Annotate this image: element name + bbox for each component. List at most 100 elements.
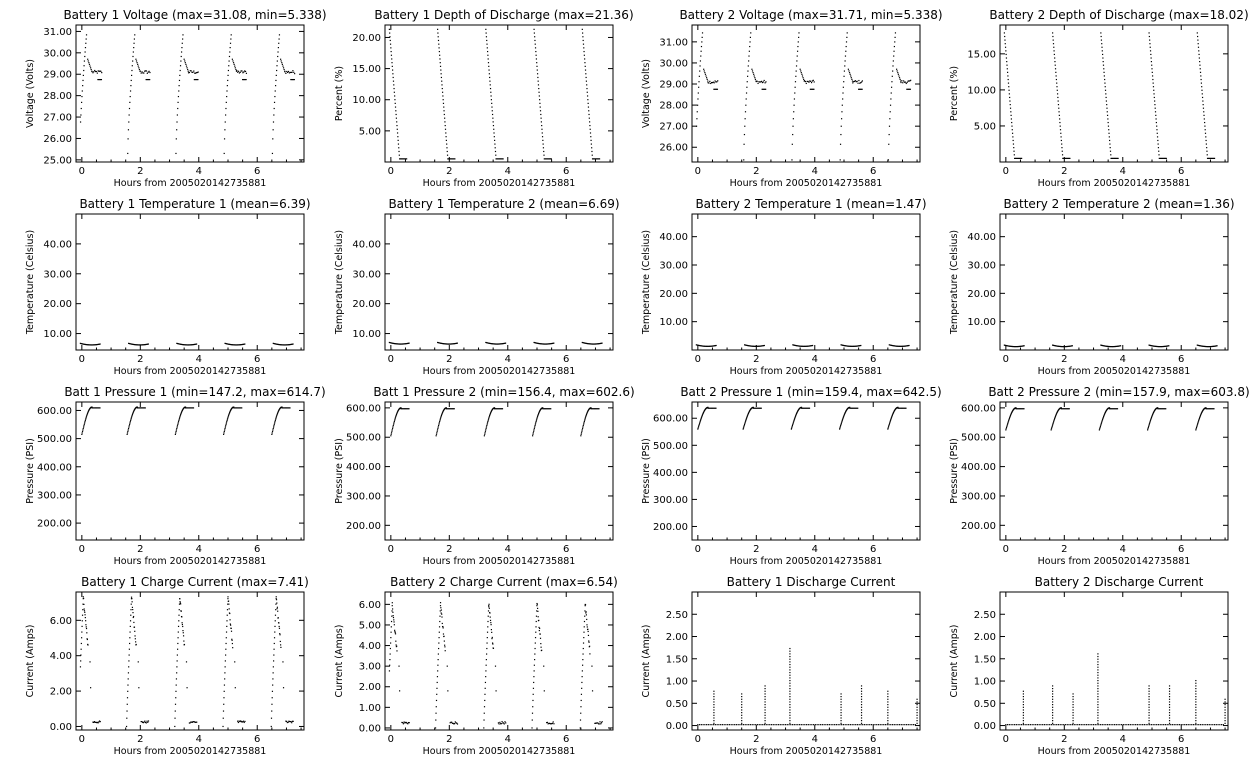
data-point [135, 344, 137, 346]
data-point [1168, 724, 1170, 726]
data-point [1003, 32, 1005, 34]
data-point [1200, 82, 1202, 84]
data-point [797, 724, 799, 726]
data-point [707, 724, 709, 726]
data-point [444, 128, 447, 130]
data-point [539, 343, 541, 345]
data-point [276, 602, 278, 604]
data-point [1161, 345, 1163, 348]
data-point [147, 343, 149, 345]
data-point [1148, 35, 1150, 38]
data-point [546, 408, 548, 410]
data-point [398, 150, 400, 153]
data-point [1150, 416, 1153, 419]
data-point [188, 71, 191, 74]
data-point [225, 642, 227, 645]
data-point [746, 415, 748, 417]
data-point [1022, 408, 1024, 410]
data-point [1212, 157, 1214, 159]
data-point [803, 407, 805, 409]
data-point [600, 723, 602, 725]
data-point [396, 124, 398, 127]
data-point [175, 138, 177, 140]
data-point [495, 154, 497, 156]
data-point [793, 344, 795, 346]
data-point [180, 603, 182, 605]
data-point [451, 721, 453, 723]
data-point [498, 723, 500, 725]
y-tick-label: 300.00 [37, 490, 72, 501]
data-point [1160, 346, 1162, 348]
data-point [1017, 724, 1019, 726]
data-point [1004, 46, 1007, 48]
data-point [536, 342, 538, 344]
data-point [1069, 157, 1071, 159]
data-point [549, 343, 551, 345]
data-point [96, 721, 98, 724]
data-point [287, 344, 289, 346]
y-tick-label: 500.00 [346, 433, 381, 444]
data-point [595, 722, 597, 724]
data-point [1106, 111, 1108, 113]
data-point [842, 416, 845, 418]
data-point [235, 68, 237, 71]
data-point [887, 712, 889, 714]
data-point [1103, 68, 1105, 70]
data-point [810, 80, 812, 82]
data-point [223, 432, 225, 434]
data-point [888, 344, 890, 346]
data-point [191, 71, 193, 73]
data-point [1114, 345, 1116, 348]
data-point [176, 425, 179, 427]
data-point [586, 411, 589, 413]
data-point [491, 638, 493, 640]
data-point [98, 407, 100, 409]
data-point [1077, 724, 1079, 726]
data-point [94, 70, 97, 73]
data-point [394, 417, 397, 419]
data-point [710, 407, 712, 409]
data-point [95, 344, 98, 346]
data-point [553, 723, 555, 725]
data-point [746, 417, 748, 419]
data-point [716, 81, 718, 83]
data-point [284, 71, 286, 73]
data-point [90, 68, 92, 71]
data-point [406, 722, 408, 724]
data-point [1160, 157, 1162, 159]
data-point [852, 82, 854, 84]
data-point [395, 117, 397, 119]
data-point [889, 104, 892, 106]
data-point [484, 433, 486, 435]
x-tick-label: 4 [196, 544, 202, 555]
data-point [86, 632, 88, 634]
data-point [1117, 724, 1119, 726]
data-point [395, 343, 397, 345]
data-point [709, 724, 711, 726]
x-axis-label: Hours from 2005020142735881 [114, 366, 267, 377]
data-point [1066, 408, 1068, 410]
data-point [99, 407, 101, 409]
data-point [800, 72, 802, 74]
data-point [791, 159, 793, 161]
data-point [275, 598, 277, 600]
data-point [765, 88, 767, 90]
data-point [784, 724, 787, 726]
data-point [453, 723, 456, 725]
data-point [1163, 157, 1165, 159]
data-point [504, 721, 506, 723]
data-point [137, 344, 139, 346]
data-point [1055, 413, 1058, 415]
y-tick-label: 25.00 [43, 155, 72, 166]
data-point [441, 84, 443, 86]
data-point [143, 721, 145, 723]
data-point [487, 615, 489, 617]
data-point [754, 78, 757, 80]
data-point [1104, 411, 1106, 414]
data-point [1052, 688, 1054, 690]
chart-title: Battery 2 Depth of Discharge (max=18.02) [989, 8, 1248, 22]
data-point [134, 635, 136, 637]
data-point [840, 693, 842, 695]
chart-panel-1: Battery 1 Voltage (max=31.08, min=5.338)… [25, 8, 327, 189]
data-point [485, 676, 487, 678]
